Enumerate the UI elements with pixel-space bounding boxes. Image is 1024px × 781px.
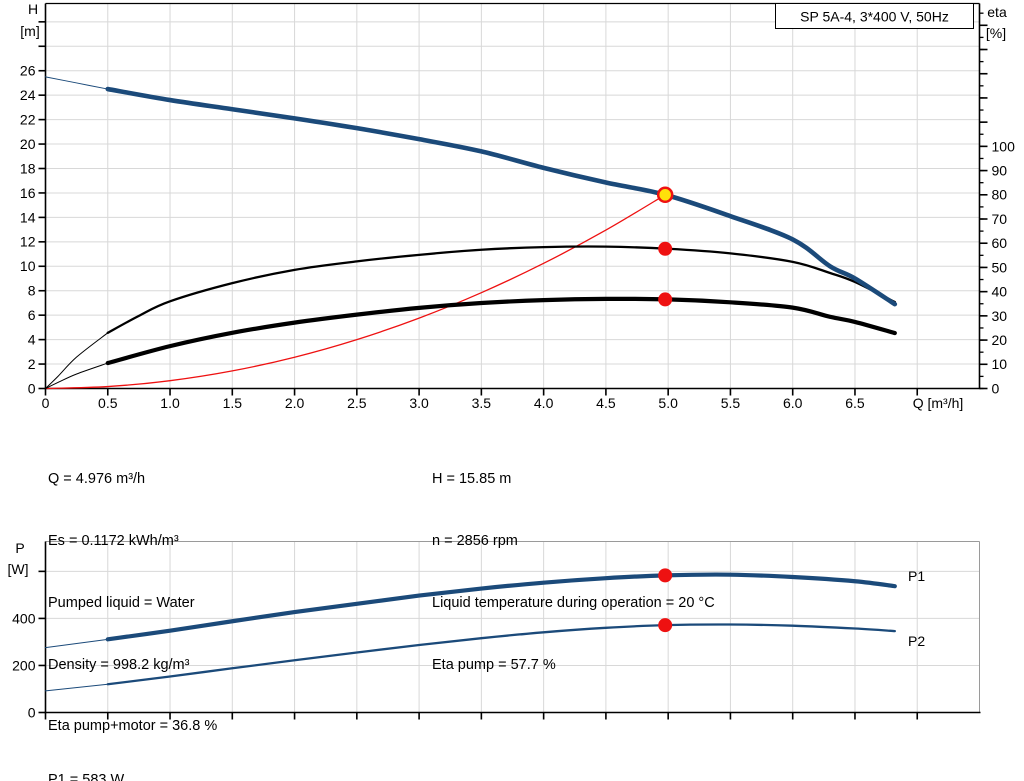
left-axis-unit: [m] bbox=[20, 23, 39, 39]
svg-text:2.0: 2.0 bbox=[285, 395, 305, 411]
svg-text:14: 14 bbox=[20, 209, 36, 225]
duty-info-right-column: H = 15.85 m n = 2856 rpm Liquid temperat… bbox=[432, 428, 715, 716]
svg-text:1.5: 1.5 bbox=[223, 395, 243, 411]
right-axis-title: eta bbox=[987, 4, 1007, 20]
svg-text:5.0: 5.0 bbox=[658, 395, 678, 411]
svg-text:40: 40 bbox=[992, 284, 1008, 300]
x-axis-unit-label: Q [m³/h] bbox=[913, 395, 964, 411]
pump-title-box bbox=[775, 3, 974, 29]
svg-text:26: 26 bbox=[20, 63, 36, 79]
duty-point bbox=[656, 186, 674, 204]
svg-text:5.5: 5.5 bbox=[721, 395, 741, 411]
svg-text:30: 30 bbox=[992, 308, 1008, 324]
p2-curve-label: P2 bbox=[908, 633, 925, 649]
svg-text:6: 6 bbox=[28, 307, 36, 323]
p1-value-line: P1 = 583 W bbox=[48, 772, 125, 781]
svg-text:200: 200 bbox=[12, 657, 36, 673]
svg-text:4.0: 4.0 bbox=[534, 395, 554, 411]
svg-text:4.5: 4.5 bbox=[596, 395, 616, 411]
pump-title: SP 5A-4, 3*400 V, 50Hz bbox=[800, 9, 949, 25]
svg-text:0: 0 bbox=[42, 395, 50, 411]
info-line-n: n = 2856 rpm bbox=[432, 532, 518, 549]
info-line-h: H = 15.85 m bbox=[432, 471, 512, 488]
svg-text:8: 8 bbox=[28, 283, 36, 299]
svg-text:20: 20 bbox=[992, 332, 1008, 348]
info-line-es: Es = 0.1172 kWh/m³ bbox=[48, 532, 179, 549]
p2-point bbox=[658, 618, 673, 633]
power-axis-title: P bbox=[15, 540, 24, 556]
power-chart: 0 200 400 bbox=[12, 541, 981, 720]
eta-pump-point bbox=[658, 241, 673, 256]
svg-text:2: 2 bbox=[28, 356, 36, 372]
left-axis-title: H bbox=[28, 1, 38, 17]
svg-text:6.5: 6.5 bbox=[845, 395, 865, 411]
svg-text:90: 90 bbox=[992, 162, 1008, 178]
info-line-density: Density = 998.2 kg/m³ bbox=[48, 656, 190, 673]
svg-text:20: 20 bbox=[20, 136, 36, 152]
duty-info-left-column: Q = 4.976 m³/h Es = 0.1172 kWh/m³ Pumped… bbox=[48, 428, 217, 778]
svg-text:22: 22 bbox=[20, 112, 36, 128]
info-line-eta-total: Eta pump+motor = 36.8 % bbox=[48, 718, 218, 735]
svg-text:1.0: 1.0 bbox=[160, 395, 180, 411]
svg-text:4: 4 bbox=[28, 332, 36, 348]
svg-text:10: 10 bbox=[992, 356, 1008, 372]
svg-text:100: 100 bbox=[992, 138, 1016, 154]
svg-text:16: 16 bbox=[20, 185, 36, 201]
svg-text:0: 0 bbox=[992, 380, 1000, 396]
svg-text:10: 10 bbox=[20, 258, 36, 274]
svg-text:3.5: 3.5 bbox=[472, 395, 492, 411]
info-line-liquid: Pumped liquid = Water bbox=[48, 594, 195, 611]
static-chart-texts: SP 5A-4, 3*400 V, 50Hz H [m] eta [%] Q [… bbox=[8, 1, 1007, 649]
svg-text:60: 60 bbox=[992, 235, 1008, 251]
info-line-q: Q = 4.976 m³/h bbox=[48, 471, 146, 488]
svg-text:2.5: 2.5 bbox=[347, 395, 367, 411]
svg-text:0: 0 bbox=[28, 380, 36, 396]
svg-text:12: 12 bbox=[20, 234, 36, 250]
svg-text:6.0: 6.0 bbox=[783, 395, 803, 411]
info-line-temperature: Liquid temperature during operation = 20… bbox=[432, 594, 715, 611]
svg-text:3.0: 3.0 bbox=[409, 395, 429, 411]
p1-curve-label: P1 bbox=[908, 568, 925, 584]
info-line-eta-pump: Eta pump = 57.7 % bbox=[432, 656, 556, 673]
svg-text:24: 24 bbox=[20, 87, 36, 103]
svg-text:80: 80 bbox=[992, 187, 1008, 203]
power-values-block: P1 = 583 W P2 = 371.4 W bbox=[48, 729, 136, 781]
qh-eta-chart: 0246810121416182022242601020304050607080… bbox=[20, 2, 1016, 411]
right-axis-unit: [%] bbox=[986, 25, 1006, 41]
power-axis-unit: [W] bbox=[8, 561, 29, 577]
svg-text:18: 18 bbox=[20, 160, 36, 176]
svg-text:50: 50 bbox=[992, 259, 1008, 275]
eta-pump-motor-point bbox=[658, 292, 673, 307]
svg-text:400: 400 bbox=[12, 610, 36, 626]
svg-text:0.5: 0.5 bbox=[98, 395, 118, 411]
svg-text:70: 70 bbox=[992, 211, 1008, 227]
p1-point bbox=[658, 568, 673, 583]
svg-text:0: 0 bbox=[28, 704, 36, 720]
